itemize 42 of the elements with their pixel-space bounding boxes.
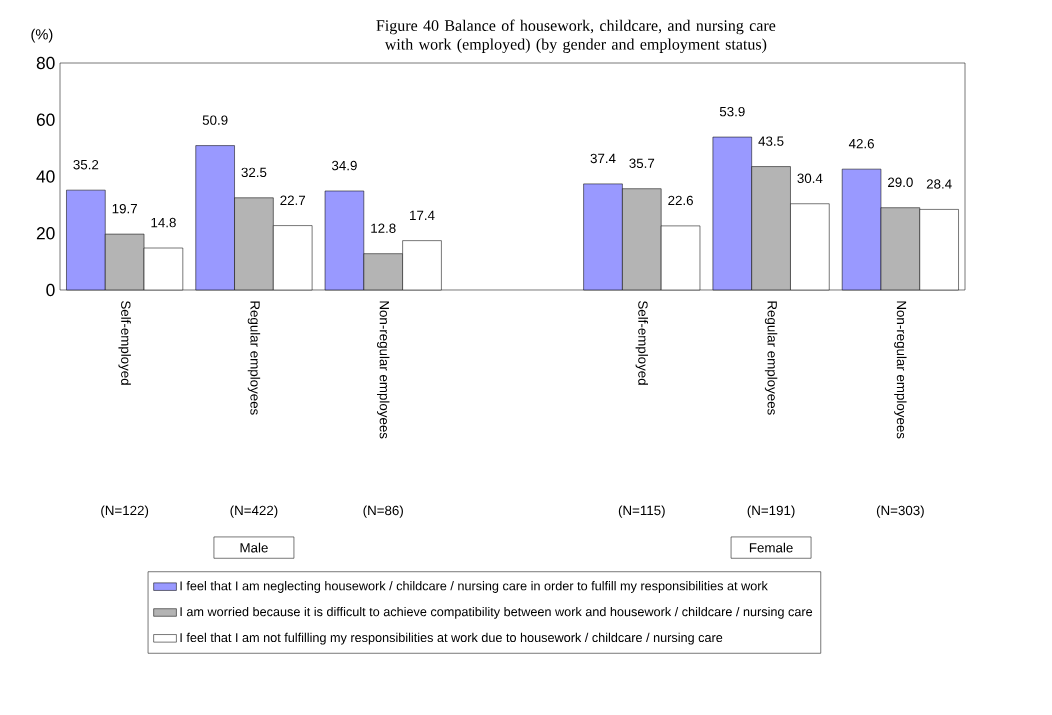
text: (N=122) bbox=[101, 505, 149, 518]
text: Female bbox=[749, 542, 793, 553]
data-label: 28.4 bbox=[926, 179, 952, 189]
chart-title: Figure 40 Balance of housework, childcare, and nursing care with work (employed) (by gender and employment status) bbox=[376, 19, 776, 53]
y-tick-label: 80 bbox=[36, 56, 55, 70]
x-tick-label: Non-regular employees bbox=[894, 301, 907, 439]
data-label: 50.9 bbox=[202, 115, 228, 125]
data-label: 32.5 bbox=[241, 167, 267, 178]
x-tick-label: Self-employed bbox=[635, 301, 648, 385]
y-tick-label: 60 bbox=[36, 113, 55, 126]
data-label: 35.7 bbox=[629, 158, 655, 168]
data-label: 14.8 bbox=[151, 217, 176, 228]
data-label: 22.7 bbox=[280, 195, 306, 205]
legend-label: I feel that I am not fulfilling my responsibilities at work due to housework / childcare / nursing care bbox=[180, 632, 723, 645]
text: (N=422) bbox=[230, 505, 278, 518]
text: (N=86) bbox=[363, 505, 403, 518]
data-label: 12.8 bbox=[371, 223, 396, 233]
data-label: 43.5 bbox=[758, 136, 784, 146]
y-axis-title: (%) bbox=[31, 28, 53, 43]
text: (N=191) bbox=[747, 505, 795, 518]
data-label: 30.4 bbox=[797, 173, 823, 184]
legend-label: I feel that I am neglecting housework / childcare / nursing care in order to fulfill my responsibilities at work bbox=[180, 581, 768, 593]
data-label: 17.4 bbox=[410, 210, 435, 220]
data-label: 29.0 bbox=[888, 177, 913, 187]
data-label: 19.7 bbox=[112, 203, 137, 214]
text: (N=303) bbox=[876, 505, 924, 518]
text: Male bbox=[240, 542, 268, 553]
text: (N=115) bbox=[618, 505, 665, 518]
data-label: 22.6 bbox=[668, 195, 693, 206]
y-tick-label: 40 bbox=[36, 170, 55, 183]
x-tick-label: Regular employees bbox=[764, 301, 778, 415]
y-tick-label: 20 bbox=[36, 227, 55, 240]
data-label: 35.2 bbox=[73, 159, 99, 170]
y-tick-label: 0 bbox=[46, 283, 55, 297]
data-label: 42.6 bbox=[848, 138, 874, 149]
x-tick-label: Regular employees bbox=[247, 301, 261, 415]
data-label: 53.9 bbox=[719, 106, 745, 117]
x-tick-label: Self-employed bbox=[118, 301, 131, 385]
x-tick-label: Non-regular employees bbox=[377, 301, 390, 439]
legend-label: I am worried because it is difficult to achieve compatibility between work and housework / childcare / nursing care bbox=[180, 606, 813, 619]
data-label: 34.9 bbox=[331, 160, 357, 171]
data-label: 37.4 bbox=[590, 153, 616, 164]
